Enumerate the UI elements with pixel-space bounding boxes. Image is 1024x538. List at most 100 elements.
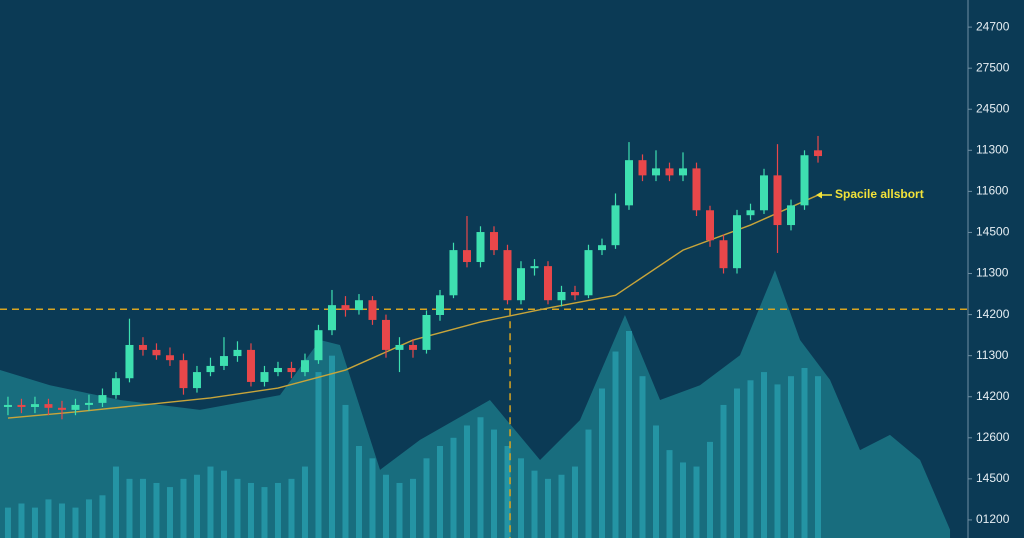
candle-body	[530, 266, 539, 269]
volume-bar	[652, 425, 659, 538]
candle-body	[408, 344, 417, 350]
volume-bar	[126, 478, 133, 538]
volume-bar	[598, 388, 605, 538]
volume-bar	[666, 450, 673, 538]
candle-body	[327, 305, 336, 331]
volume-bar	[571, 466, 578, 538]
volume-bar	[463, 425, 470, 538]
candle-body	[719, 240, 728, 269]
candle-body	[435, 295, 444, 315]
candle-layer	[3, 135, 823, 420]
candle-body	[597, 245, 606, 251]
volume-bar	[531, 470, 538, 538]
volume-bar	[747, 380, 754, 538]
candle-body	[665, 168, 674, 176]
candle-body	[30, 404, 39, 407]
candle-body	[381, 319, 390, 350]
candle-body	[800, 155, 809, 206]
candle-body	[44, 404, 53, 408]
axis-panel	[968, 0, 1024, 538]
candle-body	[84, 402, 93, 405]
annotation: Spacile allsbort	[835, 187, 924, 201]
y-tick-label: 24700	[976, 19, 1010, 33]
volume-bar	[585, 429, 592, 538]
volume-bar	[301, 466, 308, 538]
volume-bar	[355, 446, 362, 538]
candle-body	[422, 314, 431, 350]
candle-body	[287, 367, 296, 373]
volume-bar	[720, 404, 727, 538]
volume-bar	[31, 507, 38, 538]
candle-body	[260, 372, 269, 382]
volume-bar	[707, 441, 714, 538]
volume-bar	[680, 462, 687, 538]
candle-body	[233, 349, 242, 357]
candle-body	[246, 349, 255, 382]
candle-body	[706, 210, 715, 241]
volume-bar	[180, 478, 187, 538]
candle-body	[3, 404, 12, 407]
candle-body	[611, 205, 620, 246]
volume-bar	[153, 482, 160, 538]
volume-layer	[4, 331, 822, 538]
y-tick-label: 14500	[976, 225, 1010, 239]
candle-body	[462, 250, 471, 263]
y-tick-label: 14500	[976, 471, 1010, 485]
volume-bar	[288, 478, 295, 538]
candle-body	[125, 344, 134, 379]
volume-bar	[234, 478, 241, 538]
candle-body	[557, 291, 566, 301]
candle-body	[395, 344, 404, 350]
candle-body	[692, 168, 701, 211]
volume-bar	[85, 499, 92, 538]
volume-bar	[166, 487, 173, 538]
volume-bar	[18, 503, 25, 538]
candle-body	[476, 232, 485, 263]
volume-bar	[139, 478, 146, 538]
y-tick-label: 27500	[976, 60, 1010, 74]
volume-bar	[409, 478, 416, 538]
volume-bar	[490, 429, 497, 538]
candle-body	[760, 175, 769, 211]
volume-bar	[72, 507, 79, 538]
y-tick-label: 11300	[976, 348, 1009, 362]
volume-bar	[774, 384, 781, 538]
volume-bar	[247, 482, 254, 538]
candle-body	[624, 160, 633, 206]
volume-bar	[58, 503, 65, 538]
y-tick-label: 14200	[976, 389, 1010, 403]
candle-body	[489, 232, 498, 251]
candle-body	[773, 175, 782, 226]
candle-body	[138, 344, 147, 350]
volume-bar	[477, 417, 484, 538]
volume-bar	[274, 482, 281, 538]
volume-bar	[315, 372, 322, 538]
candle-body	[814, 150, 823, 157]
candle-body	[516, 268, 525, 301]
candle-body	[57, 407, 66, 410]
y-tick-label: 01200	[976, 512, 1010, 526]
y-tick-label: 11600	[976, 184, 1009, 198]
candle-body	[449, 250, 458, 296]
candle-body	[314, 330, 323, 361]
volume-bar	[423, 458, 430, 538]
volume-bar	[788, 376, 795, 538]
volume-bar	[693, 466, 700, 538]
candle-body	[368, 300, 377, 320]
volume-bar	[734, 388, 741, 538]
annotation-layer: Spacile allsbort	[816, 187, 924, 201]
candle-body	[341, 305, 350, 311]
volume-bar	[639, 376, 646, 538]
candle-body	[206, 365, 215, 373]
volume-bar	[625, 331, 632, 538]
volume-bar	[207, 466, 214, 538]
volume-bar	[4, 507, 11, 538]
y-tick-label: 12600	[976, 430, 1010, 444]
candle-body	[165, 355, 174, 361]
volume-bar	[612, 351, 619, 538]
candle-body	[273, 367, 282, 373]
candle-body	[98, 395, 107, 403]
candle-body	[192, 372, 201, 389]
volume-bar	[261, 487, 268, 538]
candle-body	[651, 168, 660, 176]
